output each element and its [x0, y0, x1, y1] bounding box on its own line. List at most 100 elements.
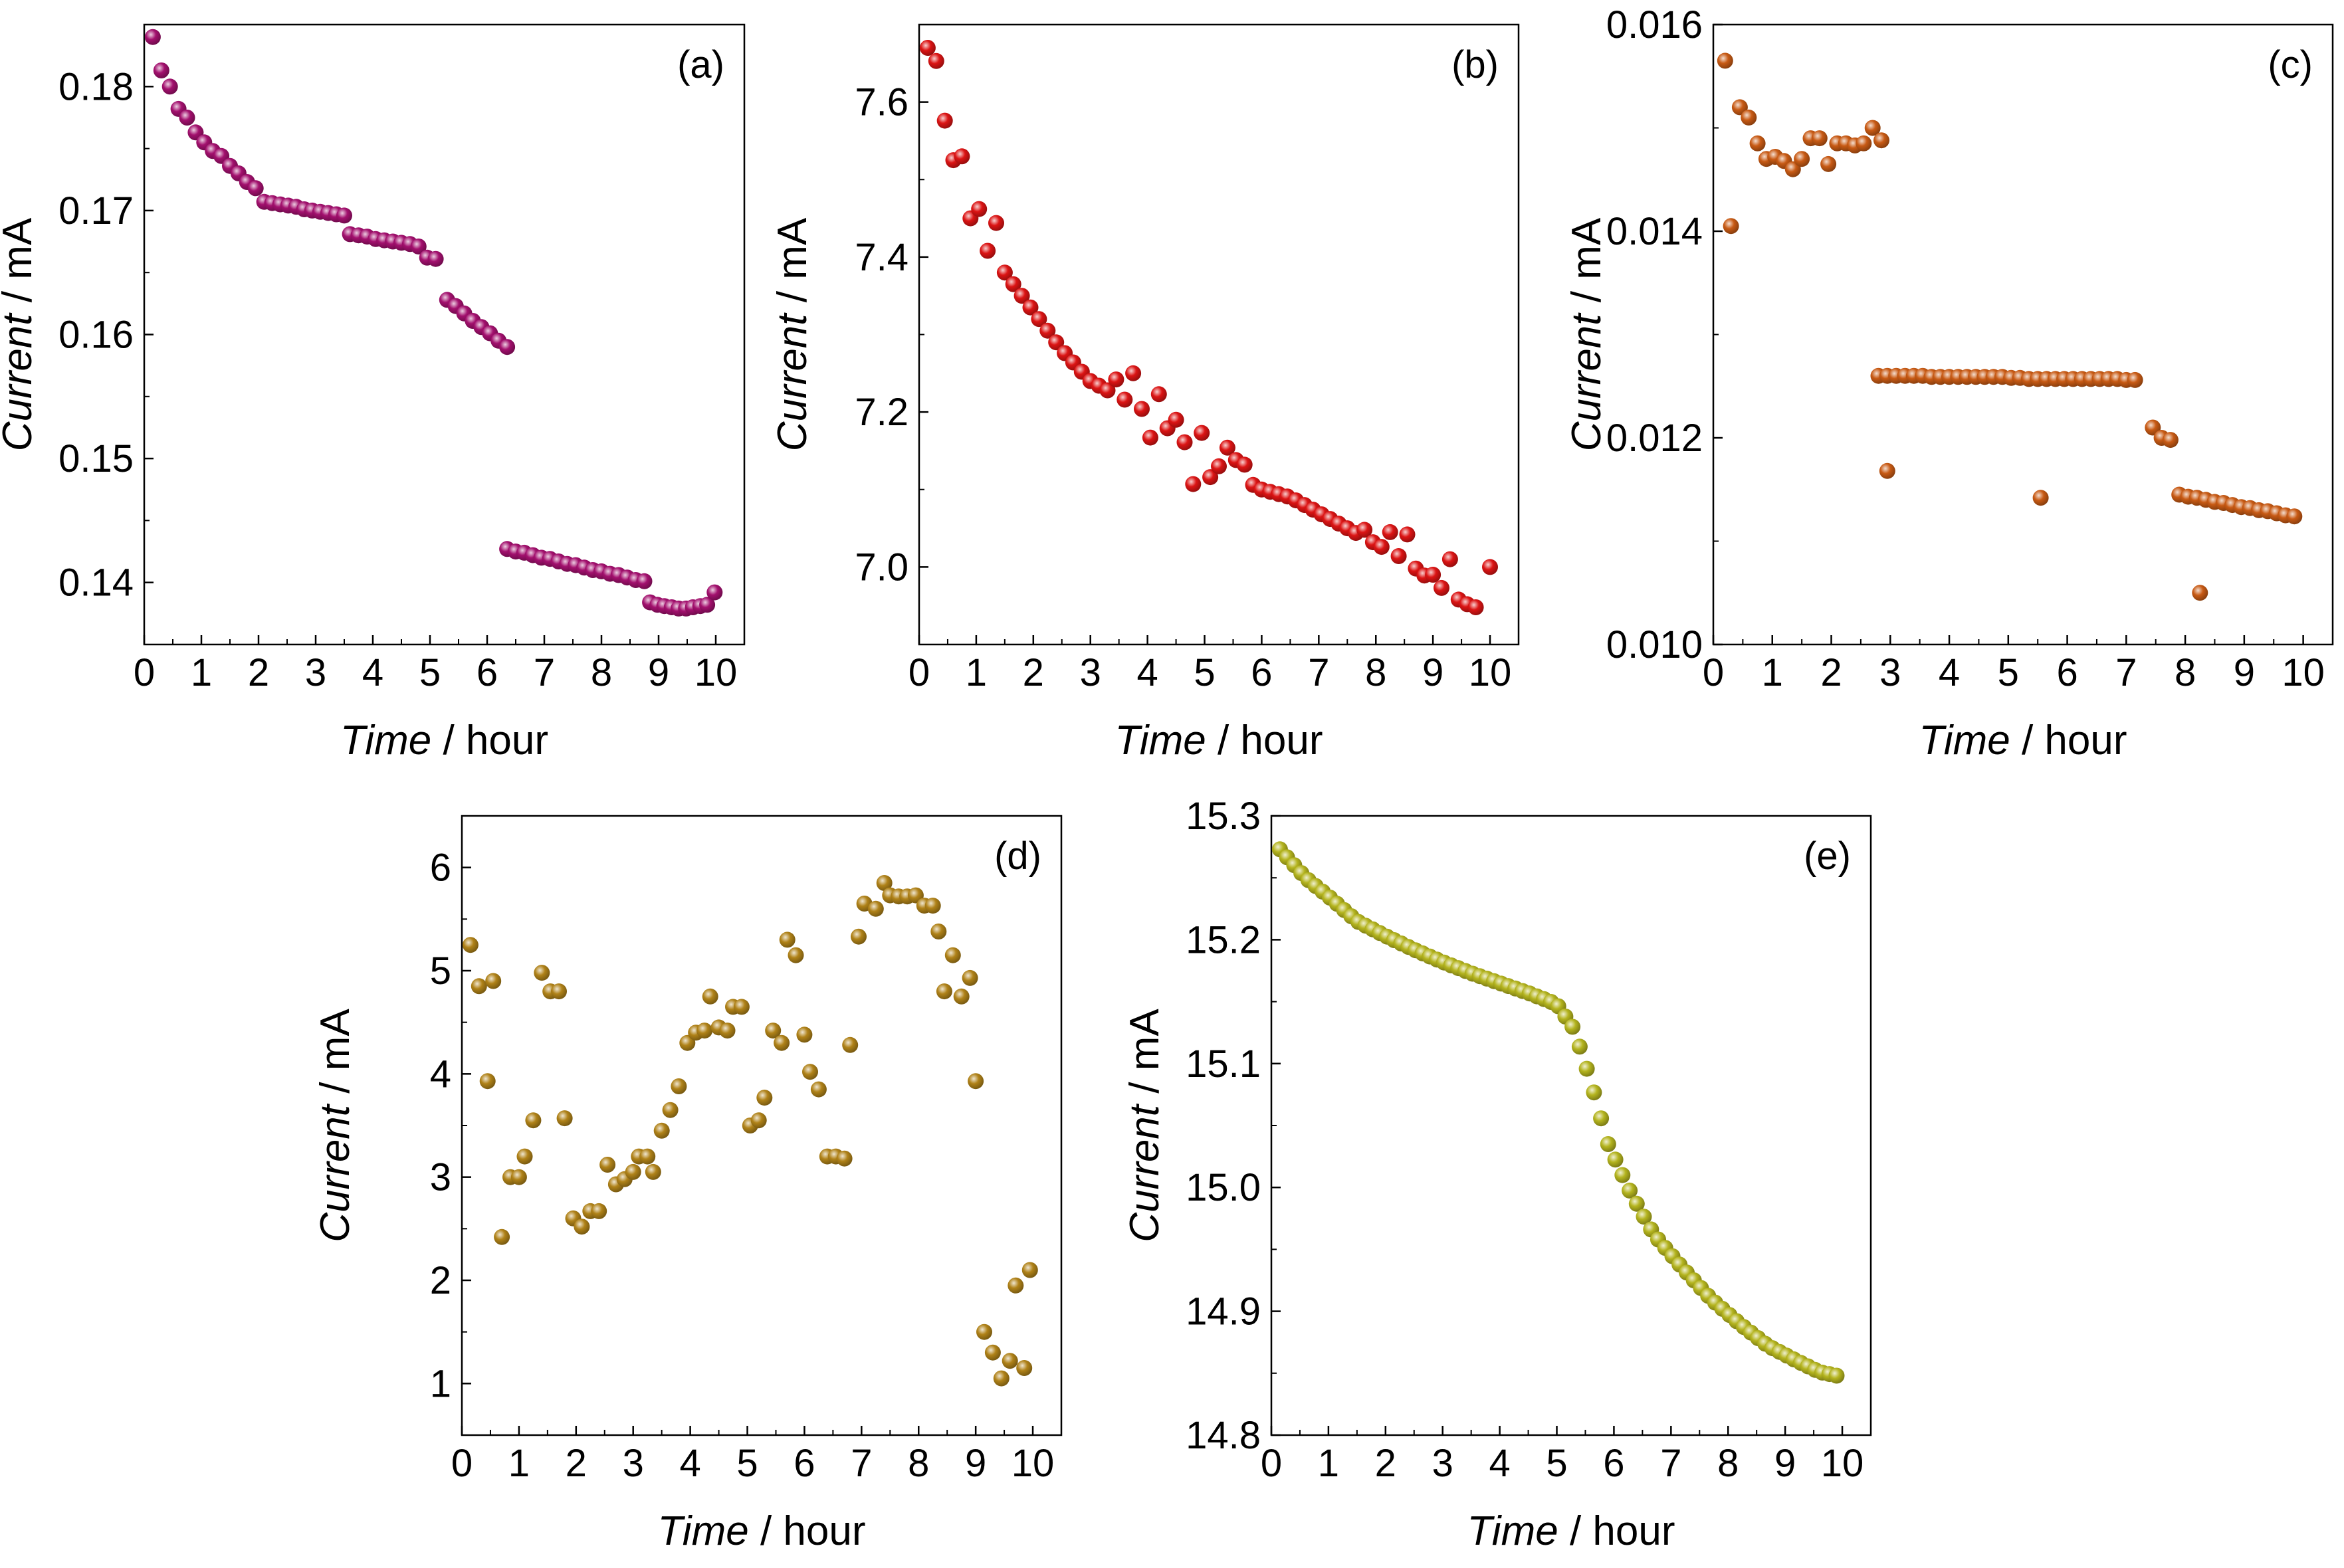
data-point: [1016, 1360, 1033, 1376]
x-tick-label: 3: [1879, 651, 1901, 694]
x-tick-label: 1: [191, 651, 212, 694]
plot-frame: [1270, 815, 1872, 1436]
y-tick-label: 15.0: [1186, 1166, 1261, 1209]
y-axis-label: Current / mA: [1122, 1009, 1168, 1242]
x-tick-label: 2: [1023, 651, 1044, 694]
data-point: [1005, 276, 1021, 292]
panel-label: (a): [677, 43, 724, 86]
y-tick-label: 15.1: [1186, 1042, 1261, 1086]
data-point: [930, 924, 947, 939]
data-point: [1467, 599, 1484, 615]
data-point: [574, 1219, 590, 1235]
plot-frame: [918, 23, 1520, 646]
y-axis-label-italic: Current: [0, 312, 41, 452]
data-point: [499, 339, 516, 355]
y-axis-label-unit: / mA: [1564, 217, 1610, 314]
data-point: [1031, 311, 1047, 328]
data-point: [936, 112, 953, 129]
x-tick-label: 4: [1136, 651, 1158, 694]
x-axis-label-italic: Time: [657, 1508, 748, 1554]
x-tick-label: 10: [2282, 651, 2325, 694]
x-tick-label: 10: [1012, 1442, 1055, 1485]
x-axis-label-unit: / hour: [1558, 1508, 1675, 1554]
x-tick-label: 4: [1489, 1442, 1510, 1485]
data-point: [1185, 476, 1202, 492]
y-axis-label-italic: Current: [1564, 312, 1610, 452]
y-axis-label-italic: Current: [312, 1103, 358, 1242]
x-tick-label: 8: [1365, 651, 1386, 694]
x-axis-label-italic: Time: [1115, 718, 1206, 763]
plot-frame: [1712, 23, 2334, 646]
data-point: [1425, 567, 1441, 583]
data-point: [144, 29, 161, 45]
data-point: [984, 1344, 1001, 1361]
data-point: [1441, 551, 1458, 567]
x-tick-label: 1: [966, 651, 987, 694]
x-tick-label: 4: [1939, 651, 1960, 694]
data-point: [485, 973, 502, 989]
x-tick-label: 3: [305, 651, 326, 694]
x-tick-label: 2: [1375, 1442, 1396, 1485]
data-point: [2192, 585, 2208, 601]
y-tick-label: 7.6: [855, 81, 908, 124]
x-tick-label: 8: [591, 651, 612, 694]
data-point: [1794, 151, 1810, 167]
data-point: [410, 239, 427, 254]
y-tick-label: 2: [430, 1259, 451, 1302]
x-axis-label-unit: / hour: [1206, 718, 1323, 763]
x-tick-label: 10: [694, 651, 738, 694]
data-point: [733, 999, 750, 1015]
x-tick-label: 9: [648, 651, 669, 694]
data-point: [988, 215, 1004, 231]
data-point: [1749, 135, 1766, 151]
data-point: [1571, 1038, 1588, 1055]
y-axis-label: Current / mA: [0, 217, 41, 451]
data-point: [1636, 1209, 1652, 1225]
x-tick-label: 10: [1469, 651, 1512, 694]
x-axis-label: Time / hour: [1115, 718, 1323, 763]
x-axis-label-unit: / hour: [749, 1508, 866, 1554]
data-point: [851, 928, 867, 945]
data-point: [1856, 135, 1872, 151]
data-point: [954, 148, 970, 165]
y-tick-label: 0.012: [1606, 417, 1703, 460]
x-tick-label: 4: [362, 651, 383, 694]
x-axis-label-italic: Time: [1919, 718, 2010, 763]
data-point: [1390, 548, 1407, 564]
y-tick-label: 1: [430, 1362, 451, 1405]
y-tick-label: 0.010: [1606, 623, 1703, 666]
data-point: [625, 1163, 641, 1180]
data-point: [953, 988, 970, 1005]
data-point: [719, 1023, 736, 1039]
x-tick-label: 2: [566, 1442, 587, 1485]
x-axis-label: Time / hour: [340, 718, 548, 763]
data-point: [153, 62, 169, 78]
data-point: [1622, 1182, 1638, 1199]
data-point: [2162, 432, 2179, 448]
data-point: [1578, 1060, 1595, 1077]
data-point: [1176, 434, 1193, 450]
data-point: [671, 1078, 687, 1094]
panel-a: 0 1 2 3 4 5 6 7 8 9 10 0.14 0.15 0.16 0.17 0.18 Time / h…: [0, 23, 746, 763]
data-point: [1021, 1262, 1038, 1278]
data-point: [1373, 539, 1390, 555]
data-point: [699, 597, 716, 613]
data-point: [968, 1073, 984, 1090]
data-point: [1356, 522, 1373, 538]
y-tick-label: 0.016: [1606, 3, 1703, 47]
data-point: [427, 250, 444, 267]
data-point: [765, 1023, 782, 1039]
data-point: [653, 1122, 670, 1139]
data-point: [1482, 559, 1498, 575]
x-tick-label: 6: [1603, 1442, 1624, 1485]
data-point: [842, 1036, 859, 1053]
data-point: [1873, 132, 1889, 149]
panel-label: (d): [994, 834, 1041, 878]
data-point: [1593, 1110, 1610, 1127]
data-point: [867, 900, 884, 917]
data-point: [479, 1073, 496, 1090]
x-axis-label-italic: Time: [340, 718, 431, 763]
data-point: [750, 1112, 767, 1129]
x-axis-label: Time / hour: [1919, 718, 2127, 763]
y-tick-label: 7.0: [855, 545, 908, 589]
